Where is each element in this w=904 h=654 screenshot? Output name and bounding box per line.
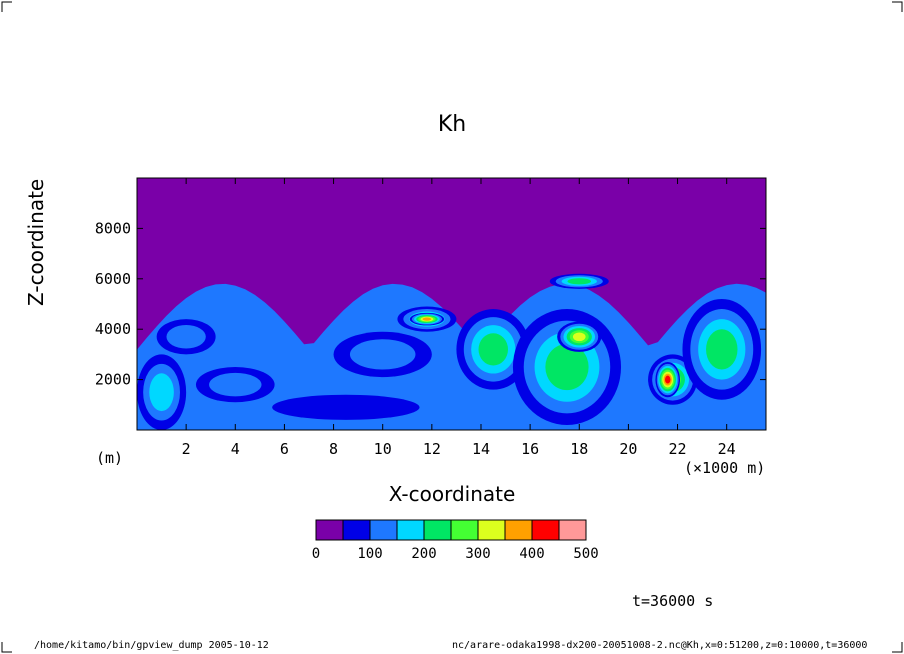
colorbar-swatch (315, 519, 344, 541)
x-tick-label: 2 (182, 440, 191, 458)
x-tick-label: 24 (718, 440, 736, 458)
field-region-2-level-1 (272, 394, 420, 420)
x-tick-label: 12 (423, 440, 441, 458)
colorbar-label: 400 (519, 546, 544, 562)
time-label: t=36000 s (632, 592, 714, 610)
y-tick-label: 4000 (95, 320, 131, 338)
corner-mark-tr (892, 1, 903, 12)
field-region-1-level-2 (209, 372, 262, 397)
corner-mark-tl (1, 1, 12, 12)
colorbar-swatch (423, 519, 452, 541)
colorbar-label: 500 (573, 546, 598, 562)
field-region-7-level-4 (545, 343, 589, 391)
colorbar-swatch (558, 519, 587, 541)
x-axis-label: X-coordinate (388, 482, 516, 506)
colorbar-swatch (342, 519, 371, 541)
corner-mark-br (892, 642, 903, 653)
y-unit-label: (m) (96, 449, 124, 467)
colorbar-swatch (477, 519, 506, 541)
colorbar-swatch (531, 519, 560, 541)
x-unit-label: (×1000 m) (684, 459, 766, 477)
field-region-12-level-4 (706, 329, 738, 370)
x-tick-label: 20 (619, 440, 637, 458)
field-region-6-level-4 (478, 333, 509, 366)
colorbar-label: 100 (357, 546, 382, 562)
colorbar-swatch (396, 519, 425, 541)
field-region-9-level-4 (567, 278, 592, 285)
colorbar-swatch (369, 519, 398, 541)
colorbar-swatch (450, 519, 479, 541)
field-region-13-level-2 (166, 325, 206, 349)
colorbar-swatch (504, 519, 533, 541)
footer-path: /home/kitamo/bin/gpview_dump 2005-10-12 (34, 640, 269, 651)
x-tick-label: 6 (280, 440, 289, 458)
field-region-5-level-7 (422, 317, 432, 321)
x-tick-label: 8 (329, 440, 338, 458)
field-region-3-level-2 (349, 339, 416, 370)
field-region-8-level-6 (572, 332, 586, 342)
x-tick-label: 10 (374, 440, 392, 458)
plot-area (137, 178, 766, 430)
x-tick-label: 22 (669, 440, 687, 458)
x-tick-label: 18 (570, 440, 588, 458)
plot-frame (136, 177, 767, 431)
x-tick-label: 16 (521, 440, 539, 458)
footer-source: nc/arare-odaka1998-dx200-20051008-2.nc@K… (452, 640, 868, 651)
field-layer (137, 178, 766, 430)
colorbar-label: 300 (465, 546, 490, 562)
corner-mark-bl (1, 642, 12, 653)
y-tick-label: 8000 (95, 219, 131, 237)
y-tick-label: 6000 (95, 270, 131, 288)
colorbar: 0 100 200 300 400 500 (312, 519, 599, 562)
x-tick-label: 4 (231, 440, 240, 458)
field-region-11-level-8 (664, 375, 671, 384)
field-region-0-level-3 (149, 373, 174, 412)
chart-title: Kh (437, 112, 467, 137)
colorbar-label: 200 (411, 546, 436, 562)
y-axis-label: Z-coordinate (24, 178, 48, 306)
y-tick-label: 2000 (95, 371, 131, 389)
x-tick-label: 14 (472, 440, 490, 458)
colorbar-label: 0 (312, 546, 320, 562)
